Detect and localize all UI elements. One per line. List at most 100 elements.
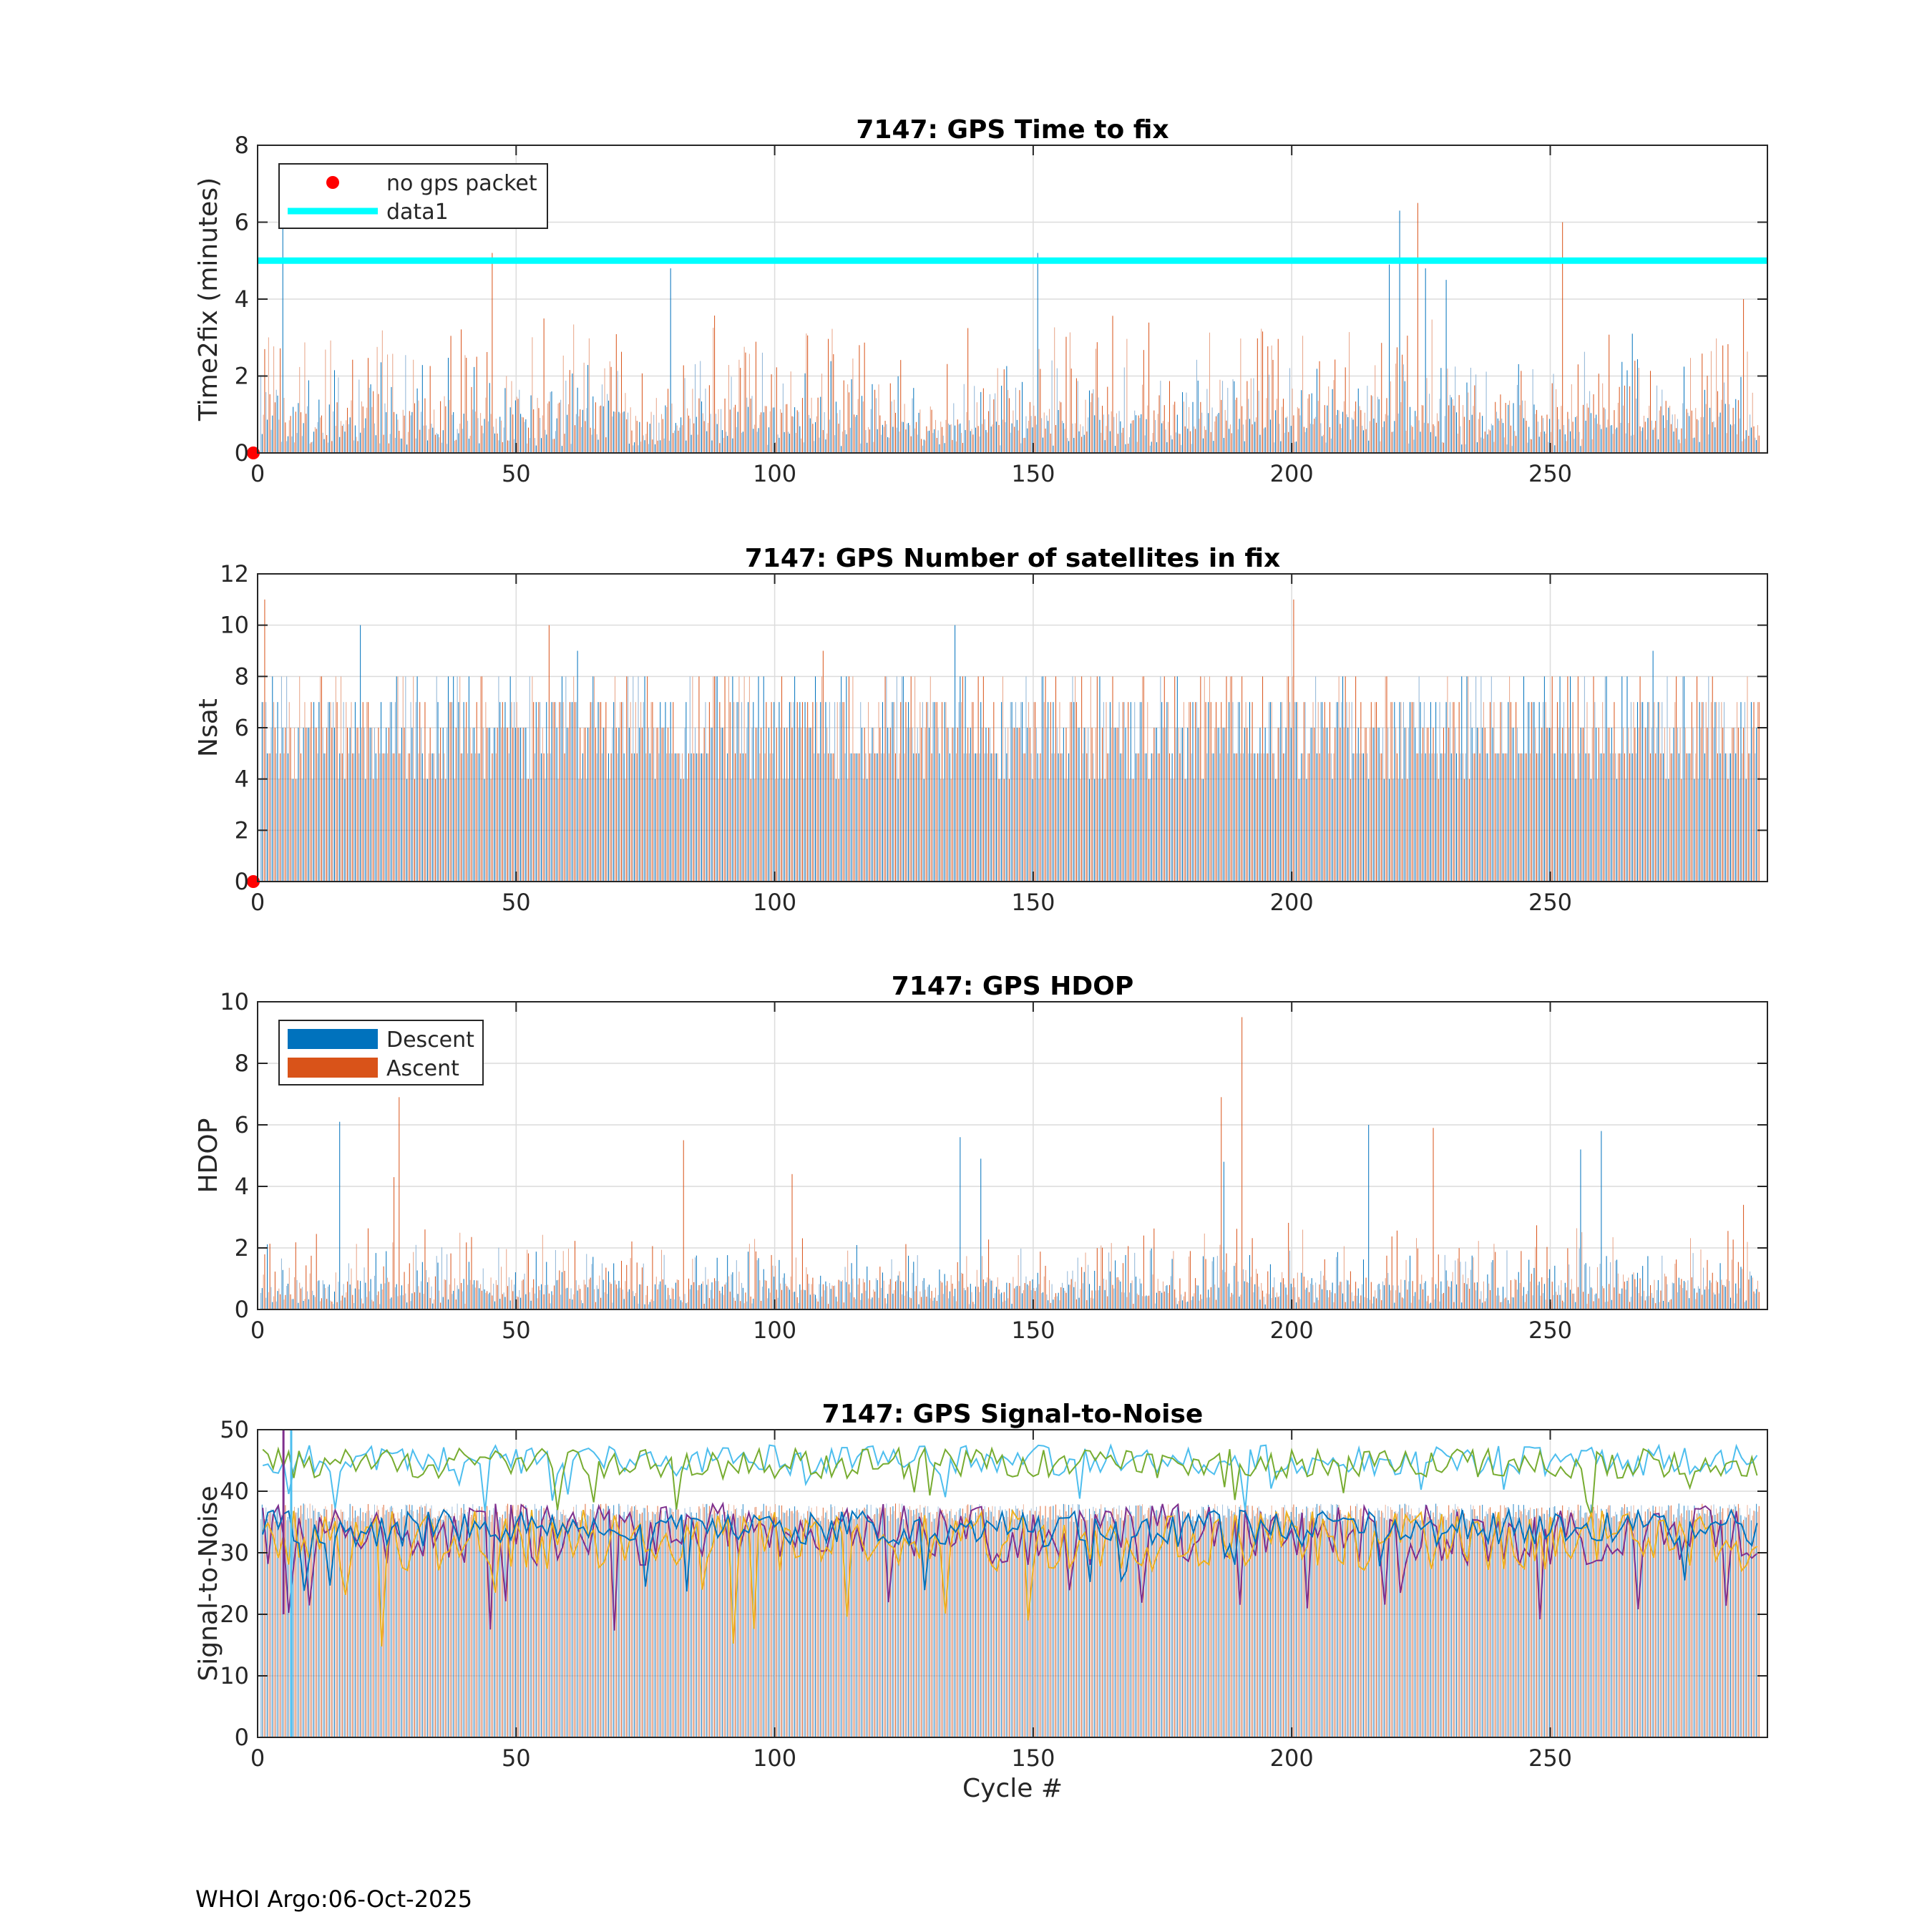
bar <box>1282 1278 1284 1309</box>
bar <box>1224 728 1226 882</box>
bar <box>1611 425 1612 453</box>
bar <box>1425 268 1426 453</box>
bar <box>1677 728 1678 882</box>
bar <box>1483 702 1484 882</box>
bar <box>1570 431 1571 453</box>
bar <box>745 352 746 453</box>
bar <box>754 424 756 453</box>
bar <box>582 753 583 882</box>
bar <box>349 1503 351 1737</box>
bar <box>1620 753 1621 882</box>
bar <box>1386 1520 1387 1737</box>
bar <box>1373 1521 1375 1737</box>
bar <box>1642 1521 1644 1737</box>
bar <box>409 1263 410 1309</box>
bar <box>957 1262 958 1309</box>
bar <box>261 1504 263 1737</box>
bar <box>320 1513 321 1737</box>
bar <box>418 1513 419 1737</box>
bar <box>1365 728 1367 882</box>
bar <box>610 366 612 453</box>
bar <box>869 1516 870 1737</box>
bar <box>610 753 612 882</box>
bar <box>392 1507 394 1737</box>
bar <box>1690 1519 1692 1737</box>
bar <box>552 439 554 453</box>
bar <box>728 1276 729 1309</box>
bar <box>764 753 766 882</box>
bar <box>437 434 439 453</box>
bar <box>1022 702 1023 882</box>
bar <box>689 418 691 453</box>
bar <box>600 405 602 453</box>
bar <box>1556 1294 1558 1309</box>
bar <box>1416 753 1418 882</box>
bar <box>477 418 479 453</box>
bar <box>1465 1262 1466 1309</box>
bar <box>1027 1514 1028 1737</box>
bar <box>881 1520 882 1737</box>
bar <box>1385 1504 1386 1737</box>
bar <box>320 417 321 453</box>
bar <box>811 1284 812 1309</box>
bar <box>1202 779 1204 882</box>
bar <box>892 1506 894 1737</box>
bar <box>1320 702 1322 882</box>
bar <box>741 1282 743 1309</box>
bar <box>1482 416 1483 453</box>
bar <box>577 1290 578 1309</box>
bar <box>1078 431 1080 453</box>
bar <box>708 1297 710 1309</box>
bar <box>1602 702 1604 882</box>
bar <box>1629 1302 1631 1309</box>
bar <box>1179 753 1181 882</box>
bar <box>583 1279 585 1309</box>
bar <box>1081 676 1083 882</box>
bar <box>1458 1508 1460 1737</box>
bar <box>432 1518 434 1737</box>
bar <box>860 1518 862 1737</box>
bar <box>655 1277 657 1309</box>
bar <box>1385 1278 1386 1309</box>
bar <box>1107 753 1108 882</box>
bar <box>934 1518 935 1737</box>
bar <box>1617 402 1619 453</box>
bar <box>849 1521 851 1737</box>
bar <box>444 1279 445 1309</box>
bar <box>1748 436 1750 453</box>
bar <box>1078 1297 1080 1309</box>
bar <box>1050 1506 1051 1737</box>
bar <box>450 702 452 882</box>
bar <box>597 439 599 453</box>
bar <box>418 400 419 453</box>
bar <box>743 346 745 453</box>
bar <box>1659 1506 1660 1737</box>
bar <box>1065 1292 1067 1309</box>
bar <box>567 404 569 453</box>
bar <box>1354 411 1355 453</box>
bar <box>1570 1289 1571 1309</box>
bar <box>299 1282 301 1309</box>
bar <box>1213 441 1214 453</box>
bar <box>1581 439 1583 453</box>
bar <box>844 429 846 453</box>
bar <box>1244 1281 1245 1309</box>
bar <box>626 1516 628 1737</box>
bar <box>464 355 466 453</box>
bar <box>804 702 806 882</box>
bar <box>1123 1521 1125 1737</box>
bar <box>705 702 706 882</box>
bar <box>469 1517 471 1737</box>
bar <box>507 728 509 882</box>
x-tick-label: 250 <box>1528 1745 1572 1772</box>
bar <box>1098 1290 1099 1309</box>
bar <box>1564 753 1566 882</box>
bar <box>974 1304 975 1309</box>
bar <box>1386 1255 1387 1309</box>
bar <box>588 1516 590 1737</box>
bar <box>369 728 370 882</box>
bar <box>1033 1288 1035 1309</box>
bar <box>1307 753 1309 882</box>
bar <box>940 421 942 453</box>
bar <box>1342 676 1344 882</box>
